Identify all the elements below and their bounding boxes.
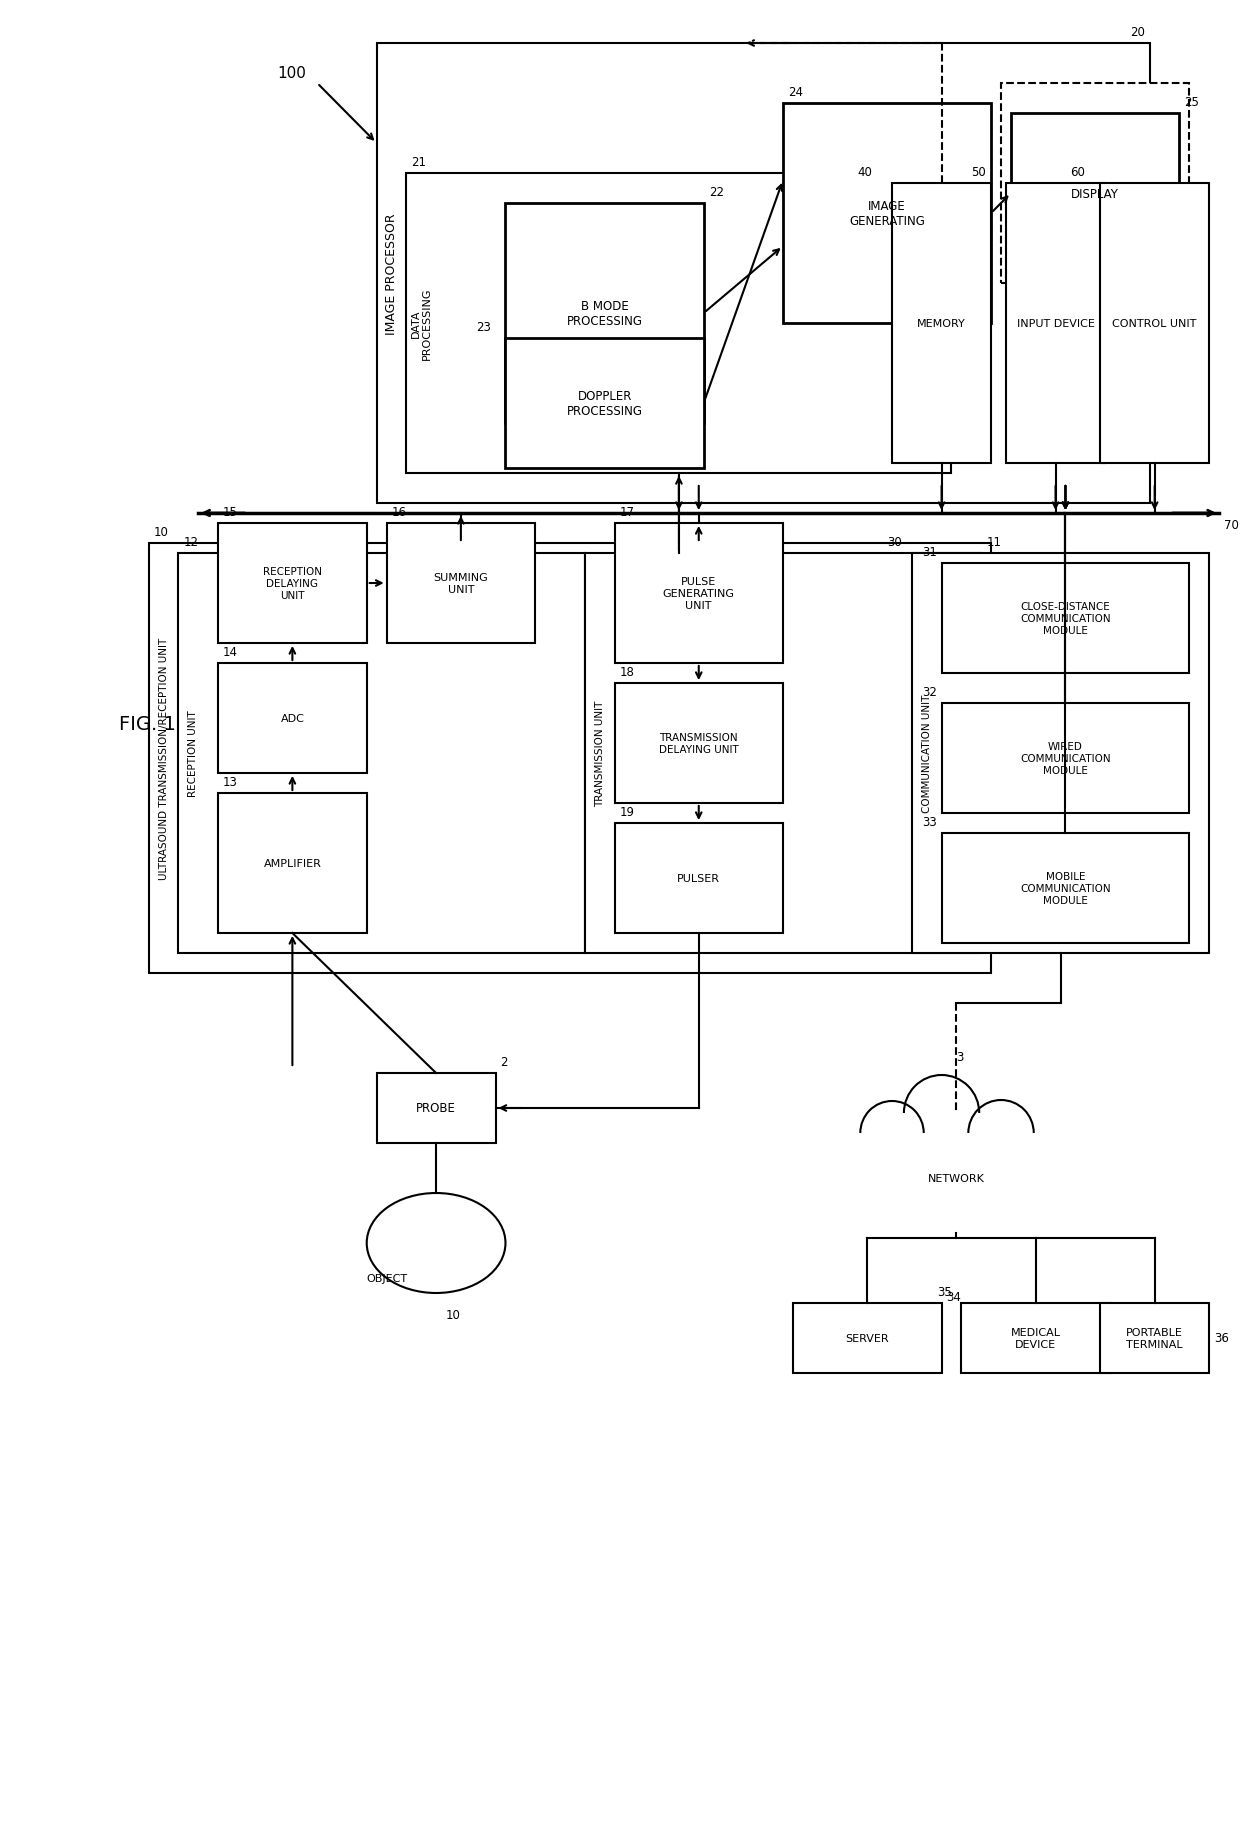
Text: PORTABLE
TERMINAL: PORTABLE TERMINAL	[1126, 1327, 1183, 1349]
FancyBboxPatch shape	[506, 204, 704, 423]
Text: PULSER: PULSER	[677, 873, 720, 884]
Text: 35: 35	[936, 1285, 951, 1298]
FancyBboxPatch shape	[792, 1303, 941, 1373]
Text: 10: 10	[446, 1309, 461, 1322]
Text: 22: 22	[708, 186, 724, 199]
Text: 3: 3	[956, 1050, 963, 1063]
FancyBboxPatch shape	[407, 173, 951, 474]
Text: DOPPLER
PROCESSING: DOPPLER PROCESSING	[567, 390, 642, 417]
Text: TRANSMISSION UNIT: TRANSMISSION UNIT	[595, 700, 605, 808]
Text: IMAGE
GENERATING: IMAGE GENERATING	[849, 201, 925, 228]
Text: IMAGE PROCESSOR: IMAGE PROCESSOR	[384, 213, 398, 335]
Text: 31: 31	[921, 545, 936, 558]
FancyBboxPatch shape	[218, 523, 367, 644]
Text: DISPLAY: DISPLAY	[1071, 188, 1120, 201]
Text: WIRED
COMMUNICATION
MODULE: WIRED COMMUNICATION MODULE	[1021, 742, 1111, 775]
FancyBboxPatch shape	[941, 704, 1189, 813]
Text: 10: 10	[154, 525, 169, 540]
FancyBboxPatch shape	[149, 543, 991, 973]
Text: PULSE
GENERATING
UNIT: PULSE GENERATING UNIT	[662, 578, 735, 611]
FancyBboxPatch shape	[387, 523, 536, 644]
Text: OBJECT: OBJECT	[367, 1272, 408, 1283]
FancyBboxPatch shape	[1001, 84, 1189, 284]
Text: 32: 32	[921, 685, 936, 698]
FancyBboxPatch shape	[941, 833, 1189, 944]
FancyBboxPatch shape	[218, 664, 367, 773]
FancyBboxPatch shape	[1011, 113, 1179, 273]
Text: 40: 40	[857, 166, 872, 179]
FancyBboxPatch shape	[377, 1074, 496, 1143]
Text: SERVER: SERVER	[846, 1333, 889, 1344]
Text: MOBILE
COMMUNICATION
MODULE: MOBILE COMMUNICATION MODULE	[1021, 871, 1111, 904]
Text: CLOSE-DISTANCE
COMMUNICATION
MODULE: CLOSE-DISTANCE COMMUNICATION MODULE	[1021, 602, 1111, 634]
Text: 15: 15	[223, 505, 238, 520]
Text: 30: 30	[887, 536, 901, 549]
Text: 50: 50	[971, 166, 986, 179]
Text: 13: 13	[223, 775, 238, 789]
Text: B MODE
PROCESSING: B MODE PROCESSING	[567, 299, 642, 328]
FancyBboxPatch shape	[585, 554, 981, 953]
Text: SUMMING
UNIT: SUMMING UNIT	[434, 572, 489, 594]
Circle shape	[892, 1183, 991, 1283]
Text: 34: 34	[946, 1291, 961, 1303]
Ellipse shape	[367, 1194, 506, 1293]
Text: NETWORK: NETWORK	[928, 1174, 985, 1183]
Circle shape	[991, 1134, 1070, 1214]
Text: 21: 21	[412, 157, 427, 170]
Text: 11: 11	[986, 536, 1001, 549]
Text: 33: 33	[921, 815, 936, 828]
FancyBboxPatch shape	[615, 684, 782, 804]
Text: RECEPTION
DELAYING
UNIT: RECEPTION DELAYING UNIT	[263, 567, 322, 600]
FancyBboxPatch shape	[961, 1303, 1110, 1373]
FancyBboxPatch shape	[615, 824, 782, 933]
Circle shape	[842, 1163, 921, 1243]
Circle shape	[956, 1169, 1045, 1258]
Text: 60: 60	[1070, 166, 1085, 179]
Text: AMPLIFIER: AMPLIFIER	[263, 859, 321, 868]
FancyBboxPatch shape	[615, 523, 782, 664]
Text: 12: 12	[184, 536, 198, 549]
Text: 17: 17	[620, 505, 635, 520]
FancyBboxPatch shape	[377, 44, 1149, 503]
Text: 14: 14	[223, 645, 238, 658]
Text: 24: 24	[787, 86, 804, 98]
Text: 36: 36	[1214, 1333, 1229, 1345]
FancyBboxPatch shape	[506, 339, 704, 469]
Circle shape	[882, 1054, 1001, 1174]
Text: ADC: ADC	[280, 713, 304, 724]
Text: COMMUNICATION UNIT: COMMUNICATION UNIT	[921, 695, 931, 813]
Text: 25: 25	[1184, 97, 1199, 109]
FancyBboxPatch shape	[782, 104, 991, 324]
FancyBboxPatch shape	[1100, 184, 1209, 463]
Text: CONTROL UNIT: CONTROL UNIT	[1112, 319, 1197, 328]
FancyBboxPatch shape	[1006, 184, 1105, 463]
Text: RECEPTION UNIT: RECEPTION UNIT	[188, 711, 198, 797]
Text: 16: 16	[392, 505, 407, 520]
Ellipse shape	[857, 1114, 1055, 1234]
Text: 18: 18	[620, 665, 635, 678]
Circle shape	[936, 1079, 1045, 1189]
Text: ULTRASOUND TRANSMISSION/RECEPTION UNIT: ULTRASOUND TRANSMISSION/RECEPTION UNIT	[159, 638, 169, 881]
Text: DATA
PROCESSING: DATA PROCESSING	[410, 288, 432, 361]
Text: MEMORY: MEMORY	[918, 319, 966, 328]
Text: TRANSMISSION
DELAYING UNIT: TRANSMISSION DELAYING UNIT	[658, 733, 739, 755]
Text: 19: 19	[620, 806, 635, 819]
FancyBboxPatch shape	[911, 554, 1209, 953]
Text: FIG. 1: FIG. 1	[119, 715, 176, 733]
FancyBboxPatch shape	[179, 554, 585, 953]
Text: MEDICAL
DEVICE: MEDICAL DEVICE	[1011, 1327, 1060, 1349]
Text: 2: 2	[501, 1056, 508, 1068]
Text: 70: 70	[1224, 520, 1239, 532]
FancyBboxPatch shape	[1100, 1303, 1209, 1373]
Text: 23: 23	[476, 321, 491, 334]
Text: 100: 100	[278, 66, 306, 82]
Circle shape	[842, 1094, 941, 1194]
FancyBboxPatch shape	[218, 793, 367, 933]
Text: INPUT DEVICE: INPUT DEVICE	[1017, 319, 1095, 328]
FancyBboxPatch shape	[892, 184, 991, 463]
FancyBboxPatch shape	[941, 563, 1189, 675]
Text: PROBE: PROBE	[417, 1101, 456, 1116]
Text: 20: 20	[1130, 26, 1145, 38]
